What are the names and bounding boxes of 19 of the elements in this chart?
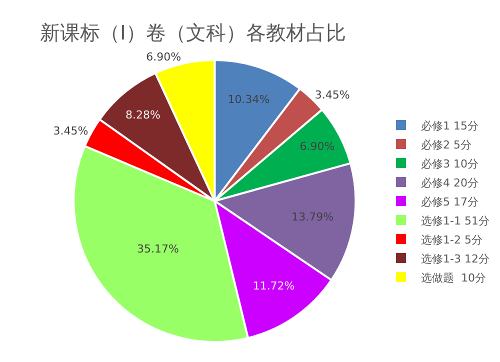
legend-label: 必修2 5分 — [421, 138, 472, 152]
legend-label: 必修5 17分 — [421, 195, 478, 208]
chart-title: 新课标（Ⅰ）卷（文科）各教材占比 — [40, 20, 346, 44]
legend-label: 选修1-1 51分 — [421, 214, 490, 228]
data-label: 3.45% — [53, 124, 88, 138]
legend-label: 选修1-3 12分 — [421, 252, 490, 266]
legend-label: 必修1 15分 — [421, 119, 478, 132]
data-label: 10.34% — [228, 93, 270, 106]
legend-label: 必修3 10分 — [421, 157, 478, 170]
data-label: 6.90% — [300, 140, 335, 154]
data-label: 3.45% — [314, 88, 350, 102]
legend-label: 选修1-2 5分 — [421, 233, 482, 246]
data-label: 35.17% — [136, 242, 179, 256]
data-label: 11.72% — [252, 280, 295, 293]
data-label: 6.90% — [146, 50, 182, 64]
data-label: 8.28% — [125, 108, 160, 122]
legend-label: 必修4 20分 — [421, 176, 478, 190]
legend-label: 选做题 10分 — [421, 271, 486, 284]
data-label: 13.79% — [292, 210, 334, 224]
